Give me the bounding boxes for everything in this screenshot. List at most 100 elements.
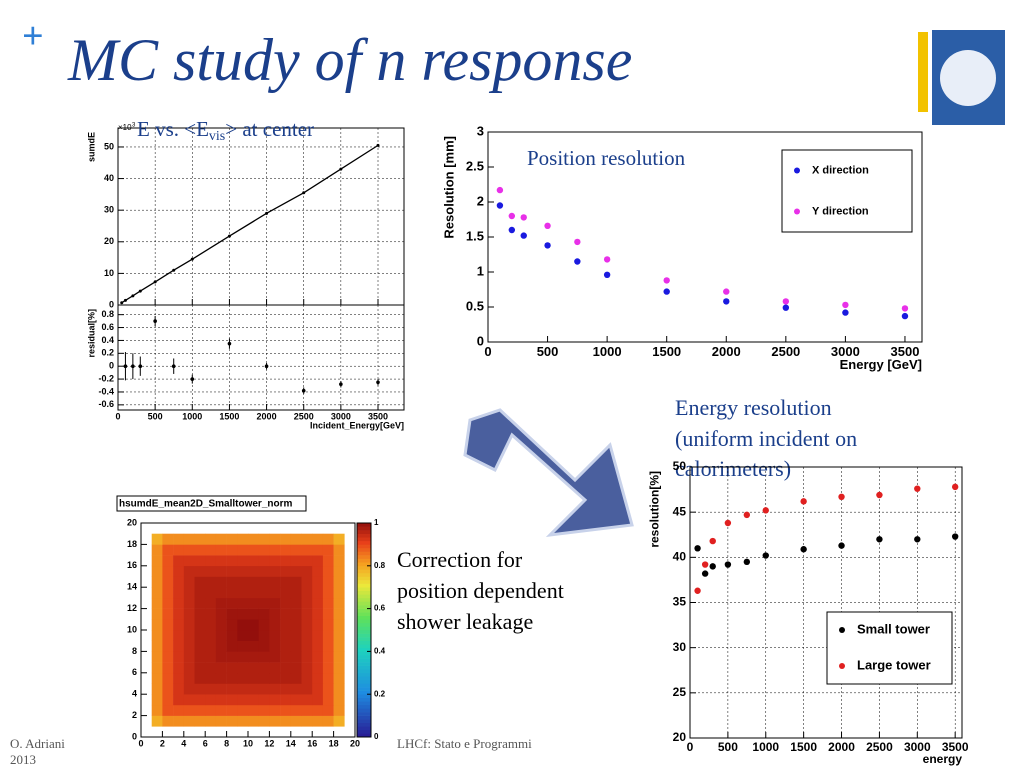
heat-cell bbox=[312, 608, 324, 620]
heat-cell bbox=[280, 662, 292, 674]
heat-cell bbox=[151, 597, 163, 609]
heat-cell bbox=[205, 630, 217, 641]
y-axis-label: sumdE bbox=[86, 132, 96, 162]
heat-cell bbox=[205, 533, 217, 545]
heat-cell bbox=[312, 619, 324, 631]
y-tick-label: 30 bbox=[673, 640, 687, 654]
heat-cell bbox=[162, 555, 174, 567]
y-tick-label: 0.6 bbox=[101, 322, 114, 332]
heat-cell bbox=[301, 683, 313, 695]
heat-cell bbox=[248, 597, 259, 609]
heat-cell bbox=[248, 533, 259, 545]
point bbox=[603, 271, 611, 278]
colorbar-segment bbox=[357, 704, 371, 709]
heat-cell bbox=[226, 597, 238, 609]
heat-cell bbox=[194, 544, 206, 556]
heat-cell bbox=[205, 555, 217, 567]
point bbox=[663, 277, 670, 284]
heat-cell bbox=[301, 565, 313, 577]
heat-cell bbox=[183, 576, 195, 588]
heat-cell bbox=[322, 597, 334, 609]
heat-cell bbox=[280, 683, 292, 695]
point bbox=[227, 234, 231, 238]
heat-cell bbox=[226, 565, 238, 577]
heat-cell bbox=[269, 576, 281, 588]
heat-cell bbox=[248, 694, 259, 706]
heat-cell bbox=[248, 640, 259, 652]
heat-cell bbox=[269, 555, 281, 567]
heat-cell bbox=[151, 694, 163, 706]
heat-cell bbox=[258, 683, 270, 695]
heat-cell bbox=[162, 533, 174, 545]
heat-cell bbox=[248, 704, 259, 716]
legend-label: Y direction bbox=[812, 205, 869, 217]
heat-cell bbox=[301, 576, 313, 588]
heat-cell bbox=[162, 704, 174, 716]
heat-cell bbox=[205, 576, 217, 588]
heat-cell bbox=[258, 651, 270, 663]
point bbox=[709, 563, 716, 570]
heat-cell bbox=[269, 597, 281, 609]
logo-mark bbox=[940, 50, 996, 106]
heat-cell bbox=[258, 533, 270, 545]
colorbar-segment bbox=[357, 672, 371, 677]
heat-cell bbox=[194, 630, 206, 641]
heat-cell bbox=[226, 576, 238, 588]
heat-cell bbox=[237, 597, 249, 609]
heat-cell bbox=[290, 662, 302, 674]
heat-cell bbox=[183, 544, 195, 556]
heat-cell bbox=[322, 694, 334, 706]
heat-cell bbox=[215, 555, 227, 567]
legend-marker bbox=[839, 663, 845, 669]
colorbar-segment bbox=[357, 669, 371, 674]
colorbar-segment bbox=[357, 662, 371, 666]
heat-cell bbox=[269, 683, 281, 695]
point bbox=[762, 552, 769, 559]
heat-cell bbox=[205, 672, 217, 684]
colorbar-segment bbox=[357, 526, 371, 531]
point bbox=[701, 561, 709, 568]
heat-cell bbox=[258, 597, 270, 609]
heat-cell bbox=[248, 672, 259, 684]
heat-cell bbox=[322, 715, 334, 727]
heat-cell bbox=[226, 533, 238, 545]
heat-cell bbox=[194, 608, 206, 620]
heat-cell bbox=[162, 694, 174, 706]
caption-line: calorimeters) bbox=[675, 456, 791, 481]
y-tick-label: 4 bbox=[132, 689, 137, 699]
point bbox=[762, 507, 769, 514]
point bbox=[914, 536, 921, 543]
heat-cell bbox=[301, 704, 313, 716]
colorbar-segment bbox=[357, 622, 371, 627]
heat-cell bbox=[173, 555, 185, 567]
y-axis-label: Resolution [mm] bbox=[442, 136, 457, 239]
heat-cell bbox=[258, 619, 270, 631]
heat-cell bbox=[205, 597, 217, 609]
heat-cell bbox=[301, 544, 313, 556]
heat-cell bbox=[280, 630, 292, 641]
heat-cell bbox=[215, 565, 227, 577]
colorbar-segment bbox=[357, 572, 371, 577]
heat-cell bbox=[269, 608, 281, 620]
heat-cell bbox=[183, 565, 195, 577]
heat-cell bbox=[269, 662, 281, 674]
heat-cell bbox=[258, 694, 270, 706]
colorbar-segment bbox=[357, 690, 371, 695]
arrow bbox=[463, 408, 634, 538]
heat-cell bbox=[183, 630, 195, 641]
x-tick-label: 1500 bbox=[652, 344, 681, 359]
heat-cell bbox=[205, 619, 217, 631]
point bbox=[123, 364, 128, 368]
colorbar-segment bbox=[357, 683, 371, 688]
y-tick-label: 12 bbox=[127, 603, 137, 613]
heat-cell bbox=[205, 544, 217, 556]
heat-cell bbox=[226, 651, 238, 663]
heat-cell bbox=[215, 608, 227, 620]
heat-cell bbox=[312, 640, 324, 652]
colorbar-segment bbox=[357, 640, 371, 645]
heat-cell bbox=[205, 587, 217, 599]
x-tick-label: 500 bbox=[718, 740, 738, 754]
heat-cell bbox=[280, 651, 292, 663]
colorbar-segment bbox=[357, 608, 371, 613]
heat-cell bbox=[194, 555, 206, 567]
